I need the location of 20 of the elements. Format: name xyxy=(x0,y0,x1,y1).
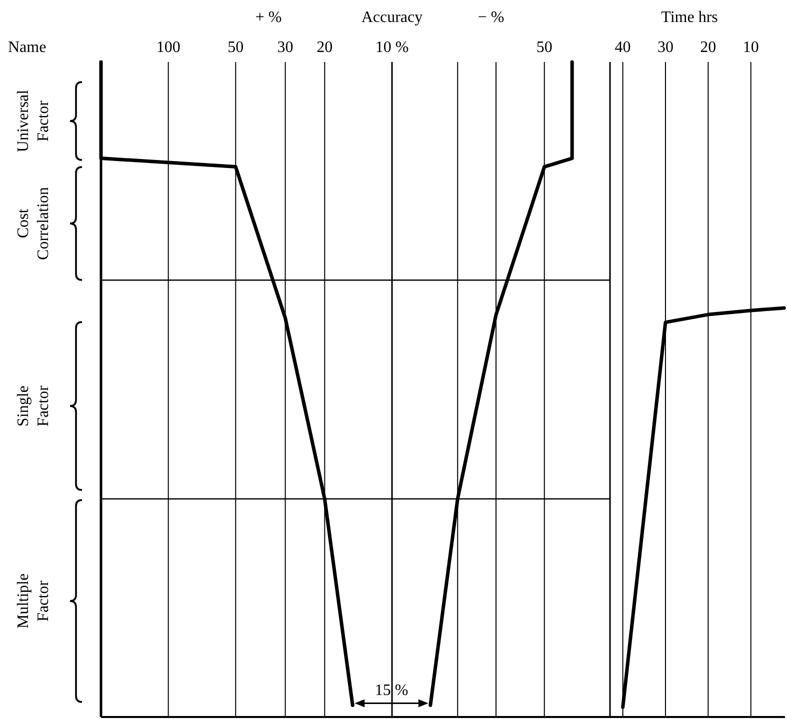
x-tick-label: 50 xyxy=(536,39,552,56)
text: Cost Correlation xyxy=(15,187,52,260)
chart-title: Accuracy xyxy=(361,9,423,26)
x-tick-label: 40 xyxy=(614,39,631,56)
text: Multiple Factor xyxy=(15,573,52,629)
x-tick-label: 20 xyxy=(316,39,333,56)
x-tick-label: 30 xyxy=(277,39,294,56)
text: Universal Factor xyxy=(15,89,52,152)
x-tick-label: 50 xyxy=(228,39,244,56)
x-tick-label: 30 xyxy=(657,39,674,56)
x-tick-label: 10 % xyxy=(375,39,409,56)
y-axis-title: Name xyxy=(8,39,46,56)
x-tick-label: 20 xyxy=(700,39,716,56)
x-axis-title: + % xyxy=(255,9,282,26)
x-axis-title: Time hrs xyxy=(661,9,718,26)
text: Single Factor xyxy=(15,384,52,426)
x-tick-label: 10 xyxy=(742,39,759,56)
annotation: 15 % xyxy=(374,682,408,700)
x-axis-title: − % xyxy=(478,9,504,26)
x-tick-label: 100 xyxy=(156,39,180,56)
